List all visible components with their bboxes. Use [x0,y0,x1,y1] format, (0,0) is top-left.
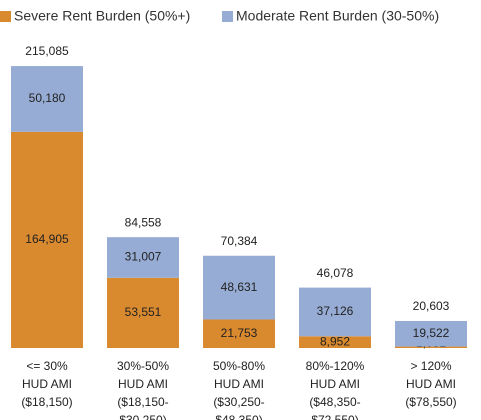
bar-segment [203,319,275,348]
x-tick-label: HUD AMI [22,377,72,391]
x-tick-label: ($18,150- [117,395,168,409]
bar-segment [395,320,467,347]
value-label: 31,007 [125,250,162,264]
legend-label: Moderate Rent Burden (30-50%) [236,8,439,24]
x-tick-label: $48,350) [215,413,262,420]
bar-segment [299,336,371,348]
value-label: 37,126 [317,304,354,318]
x-tick-label: $30,250) [119,413,166,420]
total-label: 84,558 [125,215,162,229]
bar-segment [203,255,275,320]
total-label: 70,384 [221,234,258,248]
x-tick-label: ($30,250- [213,395,264,409]
x-tick-label: 30%-50% [117,359,169,373]
value-label: 8,952 [320,334,350,348]
x-tick-label: ($18,150) [21,395,72,409]
x-tick-label: $72,550) [311,413,358,420]
value-label: 21,753 [221,326,258,340]
x-tick-label: 50%-80% [213,359,265,373]
legend-swatch [0,11,11,22]
bar-segment [11,66,83,132]
value-label: 48,631 [221,280,258,294]
total-label: 215,085 [25,44,69,58]
x-tick-label: HUD AMI [406,377,456,391]
x-tick-label: ($48,350- [309,395,360,409]
x-tick-label: <= 30% [26,359,68,373]
bar-segment [299,287,371,337]
x-tick-label: HUD AMI [118,377,168,391]
value-label: 164,905 [25,232,69,246]
value-label: 19,522 [413,326,450,340]
bar-segment [107,237,179,278]
legend-label: Severe Rent Burden (50%+) [14,8,190,24]
x-tick-label: HUD AMI [214,377,264,391]
x-tick-label: > 120% [410,359,451,373]
x-tick-label: HUD AMI [310,377,360,391]
bar-segment [395,346,467,348]
bar-segment [107,277,179,348]
value-label: 53,551 [125,305,162,319]
total-label: 46,078 [317,266,354,280]
value-label: 50,180 [29,91,66,105]
x-tick-label: ($78,550) [405,395,456,409]
bar-segment [11,131,83,348]
x-tick-label: 80%-120% [306,359,365,373]
total-label: 20,603 [413,299,450,313]
legend-swatch [222,11,233,22]
